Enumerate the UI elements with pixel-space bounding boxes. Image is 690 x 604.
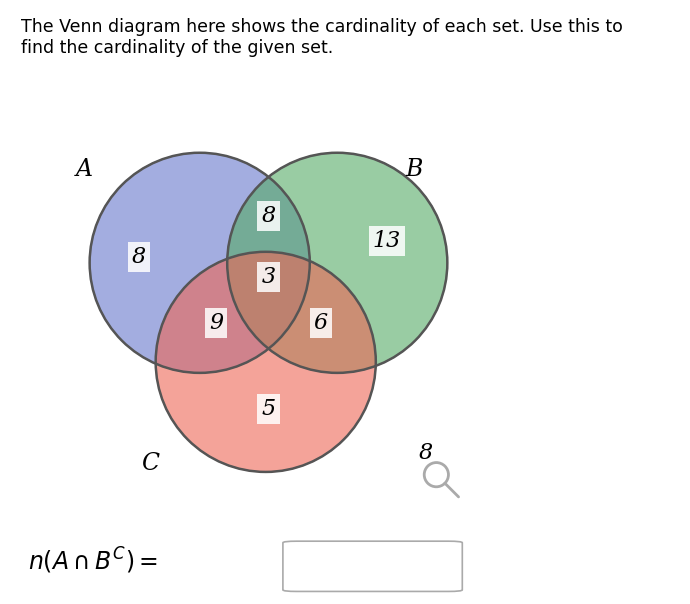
Text: C: C — [141, 452, 159, 475]
Text: The Venn diagram here shows the cardinality of each set. Use this to
find the ca: The Venn diagram here shows the cardinal… — [21, 18, 622, 57]
Text: A: A — [76, 158, 92, 181]
Circle shape — [156, 252, 376, 472]
Text: 3: 3 — [262, 266, 275, 288]
Text: 5: 5 — [262, 397, 275, 420]
Text: 13: 13 — [373, 230, 401, 252]
Text: 8: 8 — [132, 246, 146, 268]
Text: 8: 8 — [262, 205, 275, 227]
Text: 6: 6 — [314, 312, 328, 335]
Text: 8: 8 — [418, 442, 433, 464]
FancyBboxPatch shape — [283, 541, 462, 591]
Text: $n\left(A \cap B^C\right) =$: $n\left(A \cap B^C\right) =$ — [28, 546, 158, 576]
Text: B: B — [406, 158, 423, 181]
Text: 9: 9 — [209, 312, 224, 335]
Circle shape — [227, 153, 447, 373]
Circle shape — [90, 153, 310, 373]
